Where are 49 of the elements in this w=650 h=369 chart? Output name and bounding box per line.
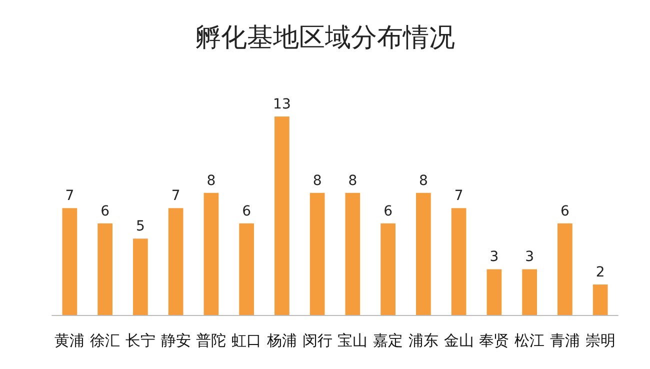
data-label: 8 bbox=[418, 172, 428, 189]
bar bbox=[416, 192, 431, 315]
chart-title: 孵化基地区域分布情况 bbox=[195, 23, 455, 53]
bar bbox=[345, 192, 360, 315]
x-tick-label: 闵行 bbox=[302, 332, 332, 350]
x-tick-label: 青浦 bbox=[550, 332, 580, 350]
x-tick-label: 嘉定 bbox=[373, 332, 404, 350]
x-tick-label: 徐汇 bbox=[90, 332, 120, 350]
data-label: 7 bbox=[171, 188, 180, 204]
data-label: 2 bbox=[596, 264, 605, 280]
x-tick-label: 黄浦 bbox=[54, 332, 85, 350]
x-tick-label: 静安 bbox=[160, 332, 191, 350]
data-label: 6 bbox=[100, 203, 110, 220]
bar bbox=[98, 223, 112, 315]
bar bbox=[380, 223, 396, 315]
data-label: 3 bbox=[525, 249, 534, 266]
bar bbox=[558, 223, 572, 315]
bar bbox=[133, 238, 148, 315]
x-tick-label: 崇明 bbox=[585, 332, 616, 350]
bar bbox=[592, 284, 608, 315]
data-label: 5 bbox=[136, 218, 145, 235]
data-label: 6 bbox=[384, 203, 393, 220]
bar bbox=[274, 116, 290, 315]
bar bbox=[62, 208, 78, 315]
data-label: 8 bbox=[206, 172, 216, 189]
bar bbox=[451, 208, 466, 315]
x-tick-label: 浦东 bbox=[408, 332, 438, 350]
data-label: 7 bbox=[454, 188, 464, 204]
data-label: 7 bbox=[65, 188, 74, 204]
x-tick-label: 奉贤 bbox=[479, 332, 510, 350]
x-tick-label: 松江 bbox=[514, 332, 545, 350]
data-label: 3 bbox=[490, 249, 499, 266]
data-label: 6 bbox=[560, 203, 570, 220]
x-tick-label: 金山 bbox=[444, 332, 474, 350]
bar bbox=[486, 269, 502, 315]
data-label: 13 bbox=[273, 96, 291, 113]
bar bbox=[204, 192, 219, 315]
data-label: 8 bbox=[348, 172, 358, 189]
x-tick-label: 虹口 bbox=[232, 332, 262, 350]
x-tick-label: 长宁 bbox=[125, 332, 156, 350]
bar bbox=[168, 208, 184, 315]
bar bbox=[522, 269, 537, 315]
x-tick-label: 宝山 bbox=[338, 332, 368, 350]
data-label: 6 bbox=[242, 203, 252, 220]
bar bbox=[239, 223, 254, 315]
data-label: 8 bbox=[312, 172, 322, 189]
x-tick-label: 杨浦 bbox=[266, 332, 297, 350]
bar bbox=[310, 192, 325, 315]
x-tick-label: 普陀 bbox=[196, 332, 226, 350]
